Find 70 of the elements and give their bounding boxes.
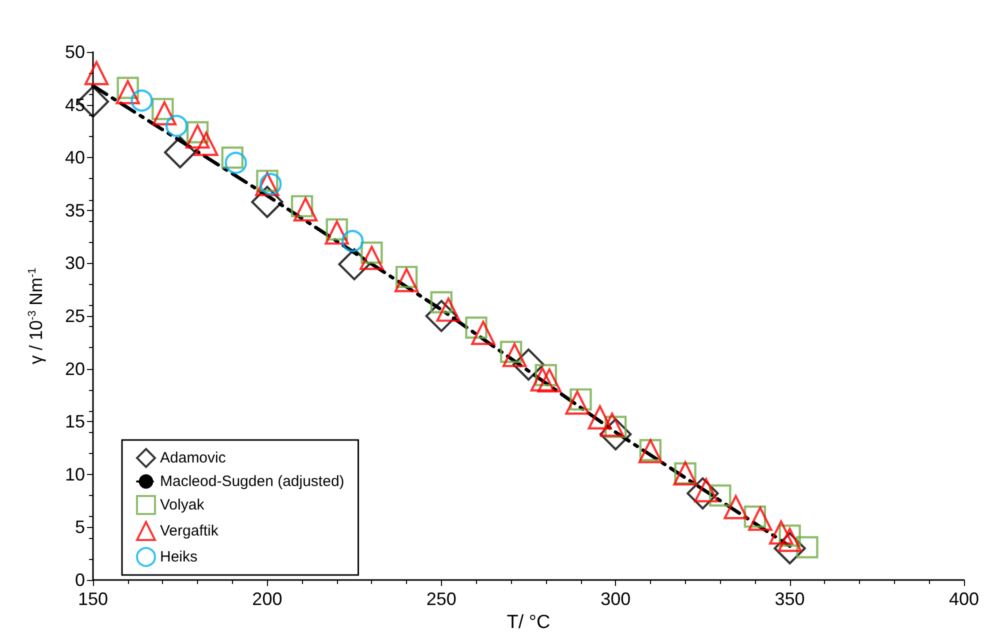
point xyxy=(224,152,247,174)
point xyxy=(748,506,772,531)
point xyxy=(530,367,555,392)
point xyxy=(744,506,766,528)
y-tick-label: 50 xyxy=(64,42,85,62)
y-tick-label: 30 xyxy=(64,253,85,274)
point xyxy=(425,300,458,332)
x-tick-label: 300 xyxy=(600,589,631,609)
point xyxy=(251,186,284,218)
point xyxy=(600,418,632,450)
point xyxy=(796,536,818,558)
x-tick-label: 400 xyxy=(948,589,980,609)
legend-label: Macleod-Sugden (adjusted) xyxy=(160,473,344,490)
y-axis-title: γ / 10-3 Nm-1 xyxy=(26,268,46,364)
point xyxy=(471,320,496,345)
y-tick-label: 15 xyxy=(64,412,85,432)
point xyxy=(686,477,719,510)
point xyxy=(152,101,177,126)
point xyxy=(774,532,806,564)
point xyxy=(194,132,218,156)
point xyxy=(512,348,545,381)
legend-label: Vergaftik xyxy=(160,522,219,540)
x-tick-label: 200 xyxy=(252,589,282,609)
point xyxy=(502,342,527,368)
x-axis-title: T/ °C xyxy=(506,612,550,633)
point xyxy=(324,220,349,245)
point xyxy=(326,218,348,241)
point xyxy=(500,340,522,364)
legend-label: Volyak xyxy=(160,496,205,514)
point xyxy=(465,316,488,339)
y-tick-label: 0 xyxy=(74,570,85,590)
y-tick-label: 35 xyxy=(64,200,85,220)
point xyxy=(724,495,748,520)
y-tick-label: 10 xyxy=(64,464,85,484)
x-tick-label: 250 xyxy=(426,589,456,609)
point xyxy=(565,390,590,415)
point xyxy=(394,268,419,292)
point xyxy=(185,124,210,149)
legend-label: Heiks xyxy=(160,548,198,566)
point xyxy=(290,195,314,218)
y-tick-label: 5 xyxy=(74,517,85,538)
y-tick-label: 25 xyxy=(64,306,85,326)
point xyxy=(260,172,282,196)
x-tick-label: 350 xyxy=(774,589,805,609)
point xyxy=(570,388,592,411)
point xyxy=(84,61,109,86)
point xyxy=(360,246,384,270)
point xyxy=(152,98,174,120)
point xyxy=(164,136,196,168)
point xyxy=(116,76,139,100)
point xyxy=(130,89,153,112)
y-tick-label: 40 xyxy=(64,148,85,168)
point xyxy=(768,520,794,545)
point xyxy=(255,172,280,196)
point xyxy=(709,484,732,507)
point xyxy=(341,230,364,252)
point xyxy=(166,114,188,138)
point xyxy=(116,80,140,104)
point xyxy=(360,242,383,264)
y-tick-label: 20 xyxy=(64,358,85,379)
point xyxy=(537,368,562,393)
point xyxy=(395,266,418,288)
legend-label: Adamovic xyxy=(160,450,226,466)
point xyxy=(293,197,318,222)
point xyxy=(338,248,370,280)
point xyxy=(588,405,612,430)
x-tick-label: 150 xyxy=(78,589,108,609)
point xyxy=(534,364,558,386)
point xyxy=(221,146,244,169)
point xyxy=(186,121,209,144)
